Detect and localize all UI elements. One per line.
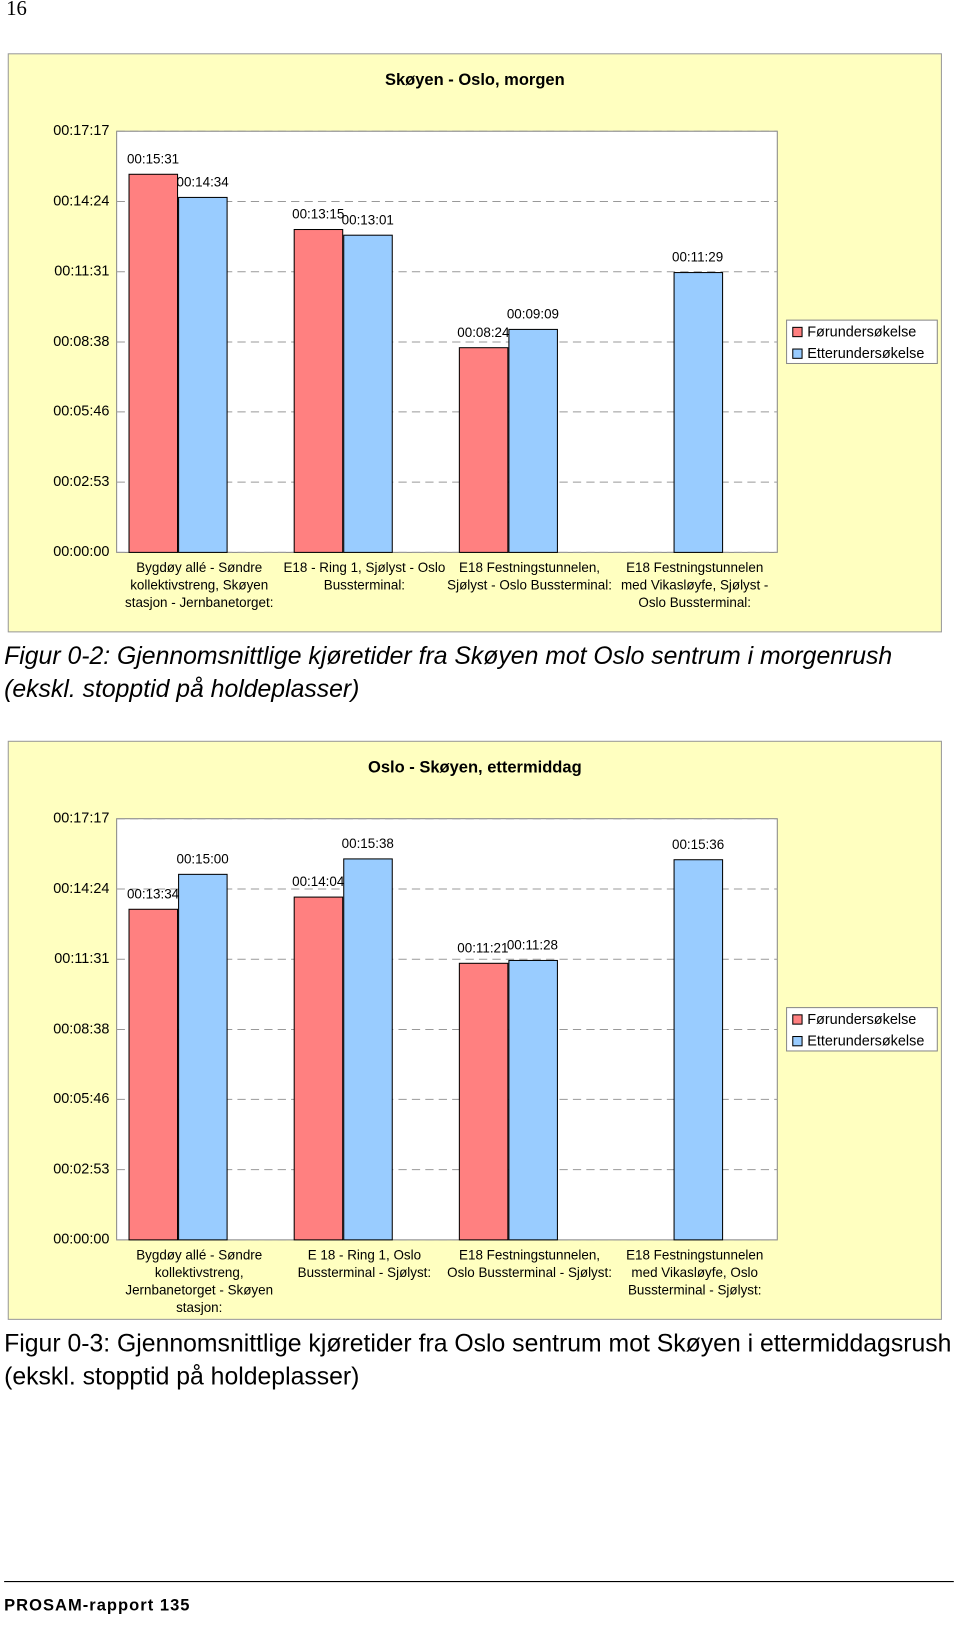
bar bbox=[673, 272, 724, 553]
x-tick-label: E18 Festningstunnelen med Vikasløyfe, Os… bbox=[626, 1247, 764, 1298]
legend-label: Etterundersøkelse bbox=[807, 1033, 924, 1049]
x-tick-label-box: E18 Festningstunnelen, Sjølyst - Oslo Bu… bbox=[447, 559, 612, 593]
legend-swatch bbox=[792, 1036, 803, 1047]
x-tick-label-box: E 18 - Ring 1, Oslo Bussterminal - Sjøly… bbox=[297, 1247, 432, 1281]
legend-swatch bbox=[792, 1014, 803, 1025]
y-tick-label: 00:02:53 bbox=[53, 1161, 109, 1177]
value-label: 00:15:36 bbox=[672, 837, 724, 852]
value-label: 00:11:29 bbox=[672, 250, 723, 265]
bar bbox=[128, 173, 179, 553]
x-tick-label: Bygdøy allé - Søndre kollektivstreng, Sk… bbox=[125, 559, 274, 611]
value-label: 00:13:15 bbox=[292, 207, 344, 222]
bar bbox=[343, 858, 393, 1241]
value-label: 00:11:28 bbox=[507, 938, 558, 953]
bar bbox=[293, 896, 344, 1241]
y-tick-label: 00:08:38 bbox=[53, 1021, 109, 1037]
y-tick-label: 00:05:46 bbox=[53, 404, 109, 420]
y-tick-label: 00:14:24 bbox=[53, 881, 109, 897]
bar bbox=[458, 962, 509, 1241]
chart-title: Skøyen - Oslo, morgen bbox=[385, 71, 565, 89]
bar bbox=[508, 959, 558, 1241]
value-label: 00:13:34 bbox=[127, 886, 180, 901]
bar bbox=[508, 328, 558, 553]
legend-label: Førundersøkelse bbox=[807, 1012, 916, 1028]
caption: Figur 0-2: Gjennomsnittlige kjøretider f… bbox=[4, 642, 893, 704]
x-tick-label: E18 Festningstunnelen, Sjølyst - Oslo Bu… bbox=[447, 559, 612, 593]
y-tick-label: 00:02:53 bbox=[53, 474, 109, 490]
y-tick-label: 00:11:31 bbox=[54, 264, 109, 280]
caption-box: Figur 0-2: Gjennomsnittlige kjøretider f… bbox=[4, 642, 893, 704]
value-label: 00:13:01 bbox=[342, 212, 394, 227]
x-tick-label: E 18 - Ring 1, Oslo Bussterminal - Sjøly… bbox=[297, 1247, 432, 1281]
bar bbox=[178, 873, 228, 1241]
legend-label: Førundersøkelse bbox=[807, 324, 916, 340]
value-label: 00:14:34 bbox=[177, 175, 230, 190]
bar bbox=[293, 228, 344, 553]
y-tick-label: 00:00:00 bbox=[53, 1232, 109, 1248]
legend-swatch bbox=[792, 326, 803, 338]
x-tick-label-box: E18 Festningstunnelen med Vikasløyfe, Sj… bbox=[621, 559, 769, 611]
x-tick-label-box: E18 Festningstunnelen med Vikasløyfe, Os… bbox=[626, 1247, 764, 1298]
x-tick-label-box: E18 Festningstunnelen, Oslo Bussterminal… bbox=[447, 1247, 612, 1281]
x-tick-label: E18 Festningstunnelen, Oslo Bussterminal… bbox=[447, 1247, 612, 1281]
x-tick-label-box: Bygdøy allé - Søndre kollektivstreng, Sk… bbox=[125, 559, 274, 611]
x-tick-label: E18 Festningstunnelen med Vikasløyfe, Sj… bbox=[621, 559, 769, 611]
y-tick-label: 00:17:17 bbox=[53, 811, 109, 827]
x-tick-label: Bygdøy allé - Søndre kollektivstreng, Je… bbox=[125, 1247, 274, 1316]
chart-title: Oslo - Skøyen, ettermiddag bbox=[368, 758, 582, 776]
legend-label: Etterundersøkelse bbox=[807, 346, 924, 362]
legend-swatch bbox=[792, 348, 803, 359]
value-label: 00:11:21 bbox=[457, 940, 508, 955]
bar bbox=[673, 859, 724, 1241]
x-tick-label-box: E18 - Ring 1, Sjølyst - Oslo Busstermina… bbox=[283, 559, 446, 593]
y-tick-label: 00:14:24 bbox=[53, 193, 109, 209]
value-label: 00:15:31 bbox=[127, 151, 179, 166]
y-tick-label: 00:08:38 bbox=[53, 334, 109, 350]
page-number: 16 bbox=[6, 0, 27, 20]
bar bbox=[178, 196, 228, 553]
x-tick-label: E18 - Ring 1, Sjølyst - Oslo Busstermina… bbox=[283, 559, 446, 593]
legend-box bbox=[786, 319, 938, 364]
value-label: 00:14:04 bbox=[292, 874, 345, 889]
y-tick-label: 00:11:31 bbox=[54, 951, 109, 967]
value-label: 00:09:09 bbox=[507, 307, 559, 322]
bar bbox=[458, 347, 509, 553]
x-tick-label-box: Bygdøy allé - Søndre kollektivstreng, Je… bbox=[125, 1247, 274, 1316]
y-tick-label: 00:00:00 bbox=[53, 544, 109, 560]
footer: PROSAM-rapport 135 bbox=[4, 1597, 190, 1615]
value-label: 00:08:24 bbox=[457, 325, 510, 340]
y-tick-label: 00:05:46 bbox=[53, 1091, 109, 1107]
bar bbox=[343, 234, 393, 553]
legend-box bbox=[786, 1007, 938, 1052]
caption: Figur 0-3: Gjennomsnittlige kjøretider f… bbox=[4, 1329, 952, 1391]
caption-box: Figur 0-3: Gjennomsnittlige kjøretider f… bbox=[4, 1329, 952, 1391]
y-tick-label: 00:17:17 bbox=[53, 123, 109, 139]
bar bbox=[128, 908, 179, 1241]
value-label: 00:15:00 bbox=[177, 851, 229, 866]
value-label: 00:15:38 bbox=[342, 836, 394, 851]
